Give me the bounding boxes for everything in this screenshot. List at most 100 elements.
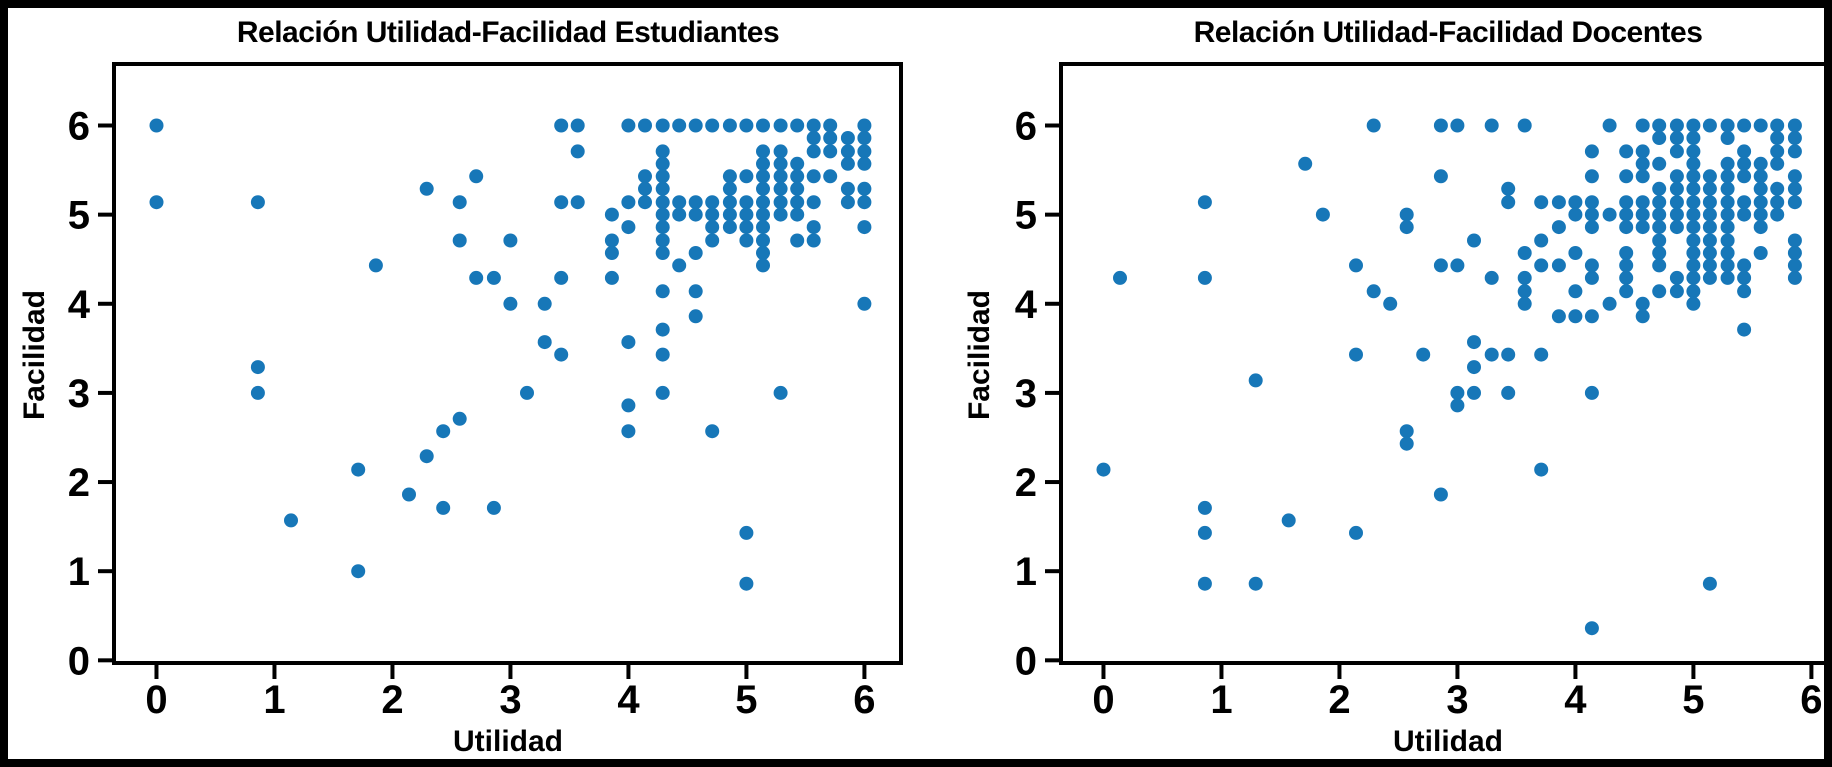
- scatter-point: [1652, 233, 1667, 248]
- scatter-point: [1787, 270, 1802, 285]
- scatter-point: [857, 296, 872, 311]
- scatter-point: [621, 220, 636, 235]
- scatter-point: [1669, 144, 1684, 159]
- scatter-point: [1770, 118, 1785, 133]
- scatter-point: [1635, 309, 1650, 324]
- scatter-point: [1652, 195, 1667, 210]
- scatter-point: [1197, 525, 1212, 540]
- scatter-point: [705, 118, 720, 133]
- scatter-point: [469, 270, 484, 285]
- scatter-point: [722, 169, 737, 184]
- scatter-point: [806, 118, 821, 133]
- scatter-point: [655, 181, 670, 196]
- scatter-point: [655, 220, 670, 235]
- scatter-point: [1366, 118, 1381, 133]
- scatter-point: [1720, 181, 1735, 196]
- y-tick-label: 6: [68, 105, 90, 149]
- scatter-point: [1366, 284, 1381, 299]
- scatter-point: [655, 322, 670, 337]
- scatter-point: [1584, 621, 1599, 636]
- scatter-point: [857, 156, 872, 171]
- scatter-point: [1501, 385, 1516, 400]
- scatter-point: [1484, 118, 1499, 133]
- scatter-point: [722, 220, 737, 235]
- y-tick-label: 3: [1015, 372, 1037, 416]
- scatter-point: [756, 207, 770, 222]
- scatter-point: [621, 424, 636, 439]
- scatter-point: [705, 195, 720, 210]
- scatter-point: [149, 118, 164, 133]
- scatter-point: [1517, 296, 1532, 311]
- scatter-point: [351, 564, 366, 579]
- scatter-point: [756, 233, 770, 248]
- scatter-point: [790, 195, 805, 210]
- x-tick-label: 6: [853, 678, 875, 722]
- scatter-point: [1517, 118, 1532, 133]
- scatter-point: [604, 246, 619, 260]
- scatter-point: [1669, 207, 1684, 222]
- scatter-plots-canvas: 0 1 2 3 4 5 6 0 1 2 3 4 5 6 0 1 2 3 4 5 6 0 1 2 3 4 5 6: [68, 62, 1824, 722]
- scatter-point: [1737, 118, 1752, 133]
- scatter-point: [857, 181, 872, 196]
- scatter-point: [773, 385, 788, 400]
- scatter-point: [419, 449, 434, 464]
- scatter-point: [1770, 156, 1785, 171]
- scatter-point: [806, 144, 821, 159]
- scatter-point: [773, 156, 788, 171]
- scatter-point: [1720, 220, 1735, 235]
- scatter-point: [1584, 385, 1599, 400]
- scatter-point: [1619, 270, 1634, 285]
- scatter-point: [1770, 144, 1785, 159]
- scatter-point: [857, 220, 872, 235]
- y-tick-label: 4: [1015, 283, 1038, 327]
- scatter-point: [250, 360, 265, 375]
- scatter-point: [1619, 284, 1634, 299]
- scatter-point: [1484, 270, 1499, 285]
- scatter-point: [739, 195, 754, 210]
- scatter-point: [1315, 207, 1330, 222]
- scatter-point: [1501, 181, 1516, 196]
- scatter-point: [672, 118, 687, 133]
- scatter-point: [1433, 169, 1448, 184]
- scatter-point: [1686, 233, 1701, 248]
- x-tick-label: 5: [735, 678, 757, 722]
- scatter-point: [1399, 220, 1414, 235]
- scatter-point: [773, 207, 788, 222]
- scatter-point: [688, 118, 703, 133]
- scatter-point: [806, 233, 821, 248]
- y-tick-label: 1: [1015, 550, 1037, 594]
- scatter-point: [1450, 385, 1465, 400]
- scatter-point: [621, 398, 636, 413]
- x-tick-label: 1: [263, 678, 285, 722]
- scatter-point: [739, 220, 754, 235]
- scatter-point: [1787, 169, 1802, 184]
- scatter-point: [1686, 169, 1701, 184]
- scatter-point: [1551, 220, 1566, 235]
- docentes-x-axis-label: Utilidad: [1393, 725, 1503, 758]
- docentes-chart-title: Relación Utilidad-Facilidad Docentes: [1193, 16, 1703, 49]
- scatter-point: [790, 118, 805, 133]
- scatter-point: [1635, 195, 1650, 210]
- scatter-point: [1737, 270, 1752, 285]
- scatter-point: [1753, 246, 1768, 260]
- scatter-point: [1248, 576, 1263, 591]
- scatter-point: [621, 118, 636, 133]
- scatter-point: [1737, 144, 1752, 159]
- scatter-point: [655, 195, 670, 210]
- scatter-point: [1197, 576, 1212, 591]
- scatter-point: [1669, 195, 1684, 210]
- scatter-point: [773, 118, 788, 133]
- scatter-point: [1753, 169, 1768, 184]
- scatter-point: [739, 525, 754, 540]
- scatter-point: [756, 156, 770, 171]
- scatter-point: [1686, 220, 1701, 235]
- scatter-point: [1619, 246, 1634, 260]
- scatter-point: [452, 233, 467, 248]
- scatter-point: [1501, 347, 1516, 362]
- scatter-point: [1501, 195, 1516, 210]
- scatter-point: [806, 169, 821, 184]
- scatter-point: [823, 131, 838, 145]
- scatter-point: [1702, 246, 1717, 260]
- scatter-point: [1584, 258, 1599, 273]
- scatter-point: [840, 195, 855, 210]
